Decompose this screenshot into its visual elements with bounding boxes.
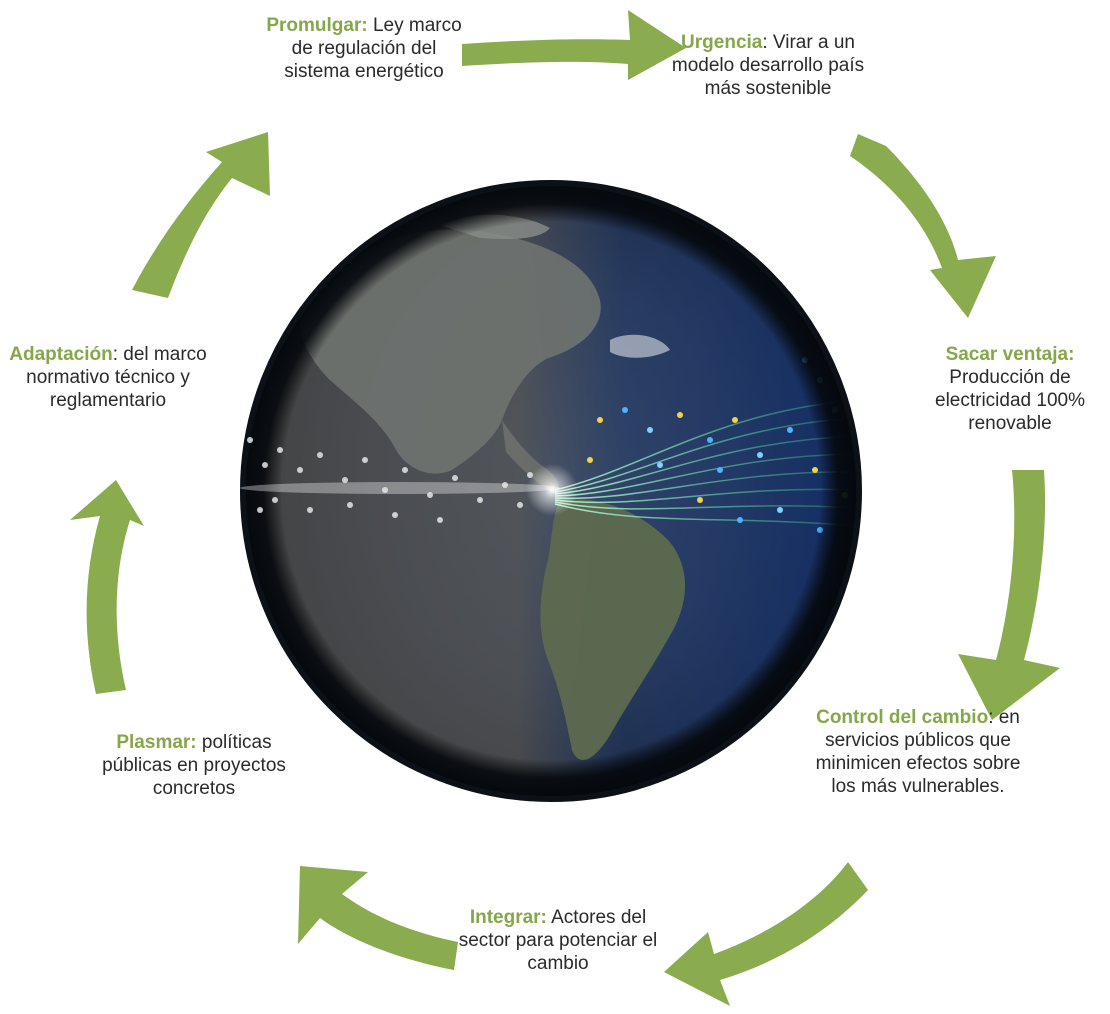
- step-plasmar: Plasmar: políticas públicas en proyectos…: [94, 731, 294, 800]
- step-text: Producción de electricidad 100% renovabl…: [935, 367, 1085, 434]
- step-text: : del marco normativo técnico y reglamen…: [26, 344, 207, 411]
- arrow-adaptacion-to-promulgar: [132, 132, 270, 298]
- step-key: Control del cambio: [816, 707, 989, 728]
- arrow-sacar-ventaja-to-control: [958, 470, 1060, 720]
- arrow-control-to-integrar: [664, 862, 868, 1006]
- step-key: Adaptación: [9, 344, 113, 365]
- earth-globe: [240, 180, 862, 802]
- step-key: Plasmar:: [116, 732, 197, 753]
- step-text: : en servicios públicos que minimicen ef…: [815, 707, 1021, 797]
- step-adaptacion: Adaptación: del marco normativo técnico …: [8, 343, 208, 412]
- arrow-plasmar-to-adaptacion: [70, 480, 144, 694]
- step-key: Promulgar:: [266, 15, 368, 36]
- step-key: Sacar ventaja:: [945, 344, 1075, 365]
- step-integrar: Integrar: Actores del sector para potenc…: [458, 906, 658, 975]
- step-text: Ley marco de regulación del sistema ener…: [284, 15, 462, 82]
- light-streak: [240, 437, 578, 523]
- step-key: Integrar:: [469, 907, 547, 928]
- step-text: Actores del sector para potenciar el cam…: [458, 907, 658, 974]
- arrow-integrar-to-plasmar: [298, 866, 458, 970]
- step-promulgar: Promulgar: Ley marco de regulación del s…: [264, 14, 464, 83]
- step-control-del-cambio: Control del cambio: en servicios público…: [814, 706, 1022, 798]
- arrow-urgencia-to-sacar-ventaja: [850, 134, 996, 318]
- step-text: : Virar a un modelo desarrollo país más …: [671, 32, 865, 99]
- step-text: políticas públicas en proyectos concreto…: [102, 732, 286, 799]
- step-key: Urgencia: [681, 32, 763, 53]
- arrow-promulgar-to-urgencia: [462, 10, 686, 80]
- step-urgencia: Urgencia: Virar a un modelo desarrollo p…: [664, 31, 872, 100]
- step-sacar-ventaja: Sacar ventaja: Producción de electricida…: [914, 343, 1106, 435]
- cycle-arrows: [70, 10, 1060, 1006]
